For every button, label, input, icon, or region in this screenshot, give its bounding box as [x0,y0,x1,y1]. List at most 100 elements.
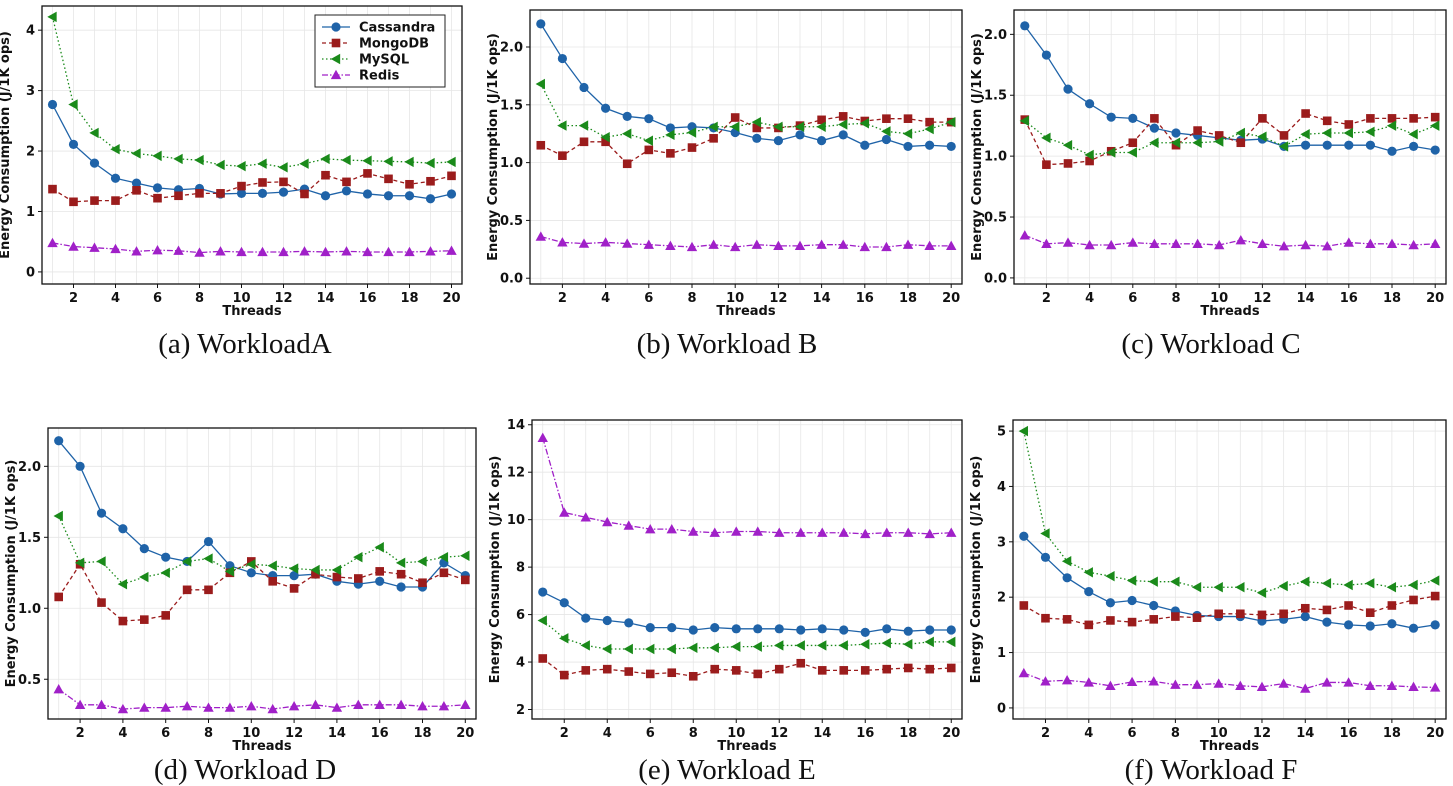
series-redis [1018,667,1441,693]
data-point-mysql [74,557,85,569]
data-point-redis [1149,238,1160,248]
x-tick-label: 12 [770,726,788,741]
data-point-mysql [946,636,956,648]
x-tick-label: 18 [899,291,917,306]
x-axis-label: Threads [222,304,281,319]
data-point-mysql [1322,127,1332,139]
data-point-mysql [559,633,569,644]
data-point-cassandra [404,191,415,201]
data-point-mysql [131,148,141,159]
data-point-cassandra [1322,140,1332,150]
x-tick-label: 20 [942,726,960,741]
x-tick-label: 6 [646,726,655,741]
data-point-redis [795,527,806,537]
panel-caption: (b) Workload B [637,328,818,360]
data-point-mysql [47,11,57,23]
x-tick-label: 18 [1383,726,1401,741]
data-point-redis [395,699,407,709]
data-point-redis [1408,239,1419,250]
data-point-mysql [751,116,761,128]
y-tick-label: 4 [26,24,35,39]
data-point-cassandra [644,114,654,124]
data-point-mysql [299,158,309,169]
data-point-mysql [267,560,277,571]
data-point-mysql [816,121,826,132]
data-point-mysql [1084,149,1094,161]
data-point-cassandra [139,544,149,554]
data-point-redis [131,246,142,256]
data-point-redis [47,237,58,248]
x-tick-label: 10 [1210,291,1228,306]
data-point-cassandra [753,624,763,634]
data-point-mongodb [1127,617,1137,627]
y-tick-label: 2.0 [18,460,41,475]
x-tick-label: 12 [274,291,292,306]
data-point-redis [730,241,741,252]
data-point-mysql [1106,147,1116,158]
data-point-cassandra [665,123,676,133]
data-point-cassandra [731,624,741,634]
data-point-cassandra [773,136,784,146]
data-point-redis [537,432,548,442]
y-tick-label: 5 [997,425,1006,440]
data-point-mysql [557,120,567,131]
x-tick-label: 12 [285,726,303,741]
x-tick-label: 20 [442,291,460,306]
data-point-mongodb [925,117,934,127]
data-point-cassandra [796,625,806,635]
data-point-cassandra [557,53,568,64]
x-tick-label: 16 [856,726,874,741]
x-tick-label: 2 [76,726,85,741]
data-point-mysql [1062,139,1073,151]
data-point-redis [404,246,415,257]
y-axis-label: Energy Consumption (J/1K ops) [970,33,985,261]
data-point-cassandra [1040,552,1051,562]
plot-area [1013,420,1446,719]
data-point-mongodb [54,592,63,602]
data-point-cassandra [1171,128,1181,138]
data-point-redis [1148,676,1159,686]
series-mongodb [538,654,956,681]
data-point-mongodb [174,191,183,201]
y-tick-label: 0 [26,265,35,280]
data-point-redis [1127,237,1138,247]
data-point-cassandra [236,188,247,198]
data-point-cassandra [341,186,352,196]
data-point-mysql [881,637,891,649]
data-point-mongodb [796,658,806,668]
data-point-mongodb [1279,131,1289,140]
data-point-mysql [838,640,848,651]
data-point-mongodb [903,663,913,673]
data-point-mongodb [1366,114,1375,123]
data-point-redis [1321,677,1333,687]
data-point-mysql [686,127,697,138]
y-tick-label: 1.0 [18,602,41,617]
data-point-mongodb [1171,612,1180,621]
data-point-redis [794,240,806,251]
data-point-mysql [665,129,675,141]
data-point-mongodb [1301,109,1310,118]
series-mysql [1019,115,1440,161]
series-line-redis [542,437,952,535]
data-point-cassandra [622,111,632,121]
data-point-mongodb [579,137,589,147]
data-point-mysql [602,643,612,655]
data-point-cassandra [579,82,589,93]
data-point-redis [310,699,321,709]
data-point-cassandra [860,627,870,637]
data-point-mysql [1170,576,1180,587]
y-tick-label: 1.5 [18,531,41,546]
data-point-cassandra [131,178,142,188]
data-point-mongodb [354,574,363,583]
series-mysql [1018,425,1440,598]
data-point-cassandra [289,571,299,581]
data-point-redis [902,239,914,249]
data-point-redis [816,239,827,249]
axes-frame [1012,419,1447,720]
data-point-redis [374,699,385,709]
plot-area [530,10,962,284]
data-point-redis [686,241,698,252]
data-point-mysql [622,128,632,139]
data-point-redis [1386,680,1398,690]
